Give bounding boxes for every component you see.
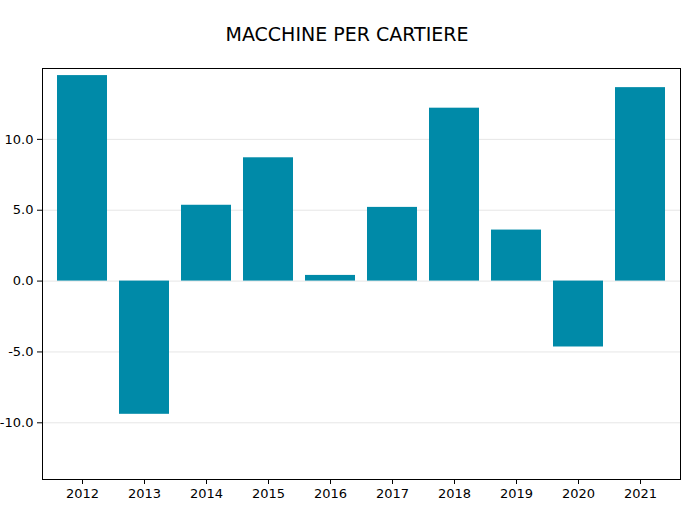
svg-text:10.0: 10.0	[5, 132, 34, 147]
svg-text:2016: 2016	[314, 486, 347, 501]
svg-text:0.0: 0.0	[13, 273, 34, 288]
svg-text:-10.0: -10.0	[0, 415, 34, 430]
svg-text:-5.0: -5.0	[8, 344, 33, 359]
svg-text:2017: 2017	[376, 486, 409, 501]
svg-text:5.0: 5.0	[13, 202, 34, 217]
html-text:MACCHINE PER CARTIERE: MACCHINE PER CARTIERE	[225, 23, 469, 45]
svg-text:2012: 2012	[66, 486, 99, 501]
svg-text:2015: 2015	[252, 486, 285, 501]
svg-text:2019: 2019	[500, 486, 533, 501]
svg-text:2020: 2020	[562, 486, 595, 501]
svg-text:2013: 2013	[128, 486, 161, 501]
svg-text:2014: 2014	[190, 486, 223, 501]
svg-text:2018: 2018	[438, 486, 471, 501]
svg-text:2021: 2021	[624, 486, 657, 501]
